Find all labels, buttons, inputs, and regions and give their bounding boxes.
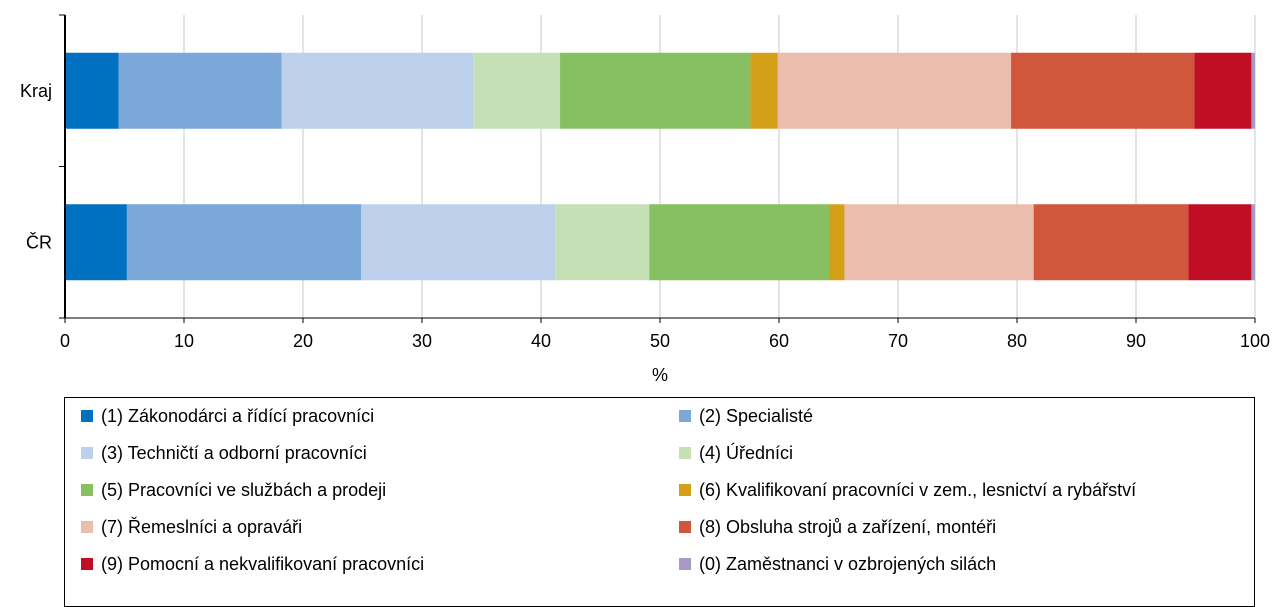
bar-segment xyxy=(65,52,119,129)
x-axis-title: % xyxy=(652,365,668,385)
legend-swatch xyxy=(81,484,93,496)
x-tick-label: 70 xyxy=(888,331,908,351)
legend-label: (3) Techničtí a odborní pracovníci xyxy=(101,443,367,463)
legend: (1) Zákonodárci a řídící pracovníci (2) S… xyxy=(64,397,1255,607)
legend-label: (7) Řemeslníci a opraváři xyxy=(101,517,303,537)
legend-label: (8) Obsluha strojů a zařízení, montéři xyxy=(699,517,997,537)
category-label: ČR xyxy=(26,231,52,252)
bar-segment xyxy=(844,204,1034,281)
bar-segment xyxy=(281,52,474,129)
bar-segment xyxy=(750,52,778,129)
legend-swatch xyxy=(679,521,691,533)
legend-swatch xyxy=(81,447,93,459)
legend-swatch xyxy=(679,484,691,496)
bar-segment xyxy=(560,52,751,129)
legend-swatch xyxy=(679,558,691,570)
bar-segment xyxy=(118,52,282,129)
x-tick-label: 30 xyxy=(412,331,432,351)
bar-segment xyxy=(649,204,829,281)
legend-label: (4) Úředníci xyxy=(699,443,794,463)
bar-segment xyxy=(65,204,127,281)
bar-segment xyxy=(1011,52,1195,129)
x-tick-label: 20 xyxy=(293,331,313,351)
bar-segment xyxy=(1251,204,1255,281)
bar-segment xyxy=(361,204,556,281)
legend-label: (1) Zákonodárci a řídící pracovníci xyxy=(101,406,375,426)
x-tick-label: 0 xyxy=(60,331,70,351)
axes xyxy=(59,14,1256,323)
legend-label: (6) Kvalifikovaní pracovníci v zem., les… xyxy=(699,480,1137,500)
legend-swatch xyxy=(679,447,691,459)
bar-segment xyxy=(828,204,845,281)
x-tick-label: 60 xyxy=(769,331,789,351)
legend-swatch xyxy=(81,521,93,533)
legend-label: (2) Specialisté xyxy=(699,406,814,426)
x-tick-label: 40 xyxy=(531,331,551,351)
bar-segment xyxy=(1033,204,1189,281)
legend-swatch xyxy=(81,558,93,570)
legend-swatch xyxy=(679,410,691,422)
bar-segment xyxy=(1251,52,1255,129)
axis-labels: 0 10 20 30 40 50 60 70 80 90 100 Kraj ČR% xyxy=(20,81,1270,385)
category-label: Kraj xyxy=(20,81,52,101)
legend-label: (9) Pomocní a nekvalifikovaní pracovníci xyxy=(101,554,425,574)
legend-swatch xyxy=(81,410,93,422)
bar-segment xyxy=(126,204,362,281)
bar-segment xyxy=(1188,204,1252,281)
x-tick-label: 100 xyxy=(1240,331,1270,351)
bar-segment xyxy=(555,204,650,281)
stacked-bar-chart: 0 10 20 30 40 50 60 70 80 90 100 Kraj ČR% xyxy=(20,14,1270,385)
x-tick-label: 50 xyxy=(650,331,670,351)
bar-segment xyxy=(473,52,561,129)
bars xyxy=(65,52,1255,281)
legend-label: (5) Pracovníci ve službách a prodeji xyxy=(101,480,387,500)
legend-label: (0) Zaměstnanci v ozbrojených silách xyxy=(699,554,997,574)
bar-segment xyxy=(777,52,1012,129)
x-tick-label: 10 xyxy=(174,331,194,351)
x-tick-label: 80 xyxy=(1007,331,1027,351)
bar-segment xyxy=(1194,52,1252,129)
x-tick-label: 90 xyxy=(1126,331,1146,351)
